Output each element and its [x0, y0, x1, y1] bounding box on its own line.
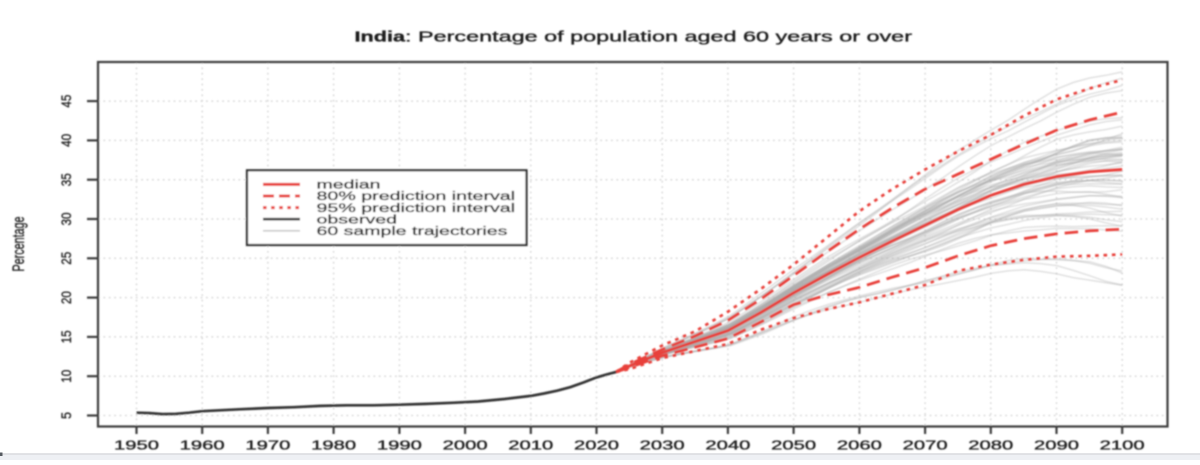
svg-text:India: Percentage of populatio: India: Percentage of population aged 60 … [355, 28, 913, 45]
svg-text:2050: 2050 [771, 439, 816, 453]
svg-text:2090: 2090 [1034, 439, 1079, 453]
svg-text:45: 45 [58, 94, 74, 107]
svg-text:2020: 2020 [574, 439, 619, 453]
svg-text:2060: 2060 [837, 439, 882, 453]
svg-text:2080: 2080 [968, 439, 1013, 453]
svg-text:1960: 1960 [180, 439, 225, 453]
svg-text:30: 30 [58, 212, 74, 225]
svg-text:observed: observed [317, 212, 398, 226]
svg-text:2030: 2030 [640, 439, 685, 453]
svg-text:25: 25 [58, 252, 74, 265]
svg-text:40: 40 [58, 134, 74, 147]
svg-text:Percentage: Percentage [9, 217, 28, 272]
svg-text:2100: 2100 [1100, 439, 1145, 453]
svg-text:1990: 1990 [377, 439, 422, 453]
svg-text:2040: 2040 [705, 439, 750, 453]
svg-text:35: 35 [58, 173, 74, 186]
svg-text:1980: 1980 [311, 439, 356, 453]
svg-text:15: 15 [58, 330, 74, 343]
svg-text:2010: 2010 [508, 439, 553, 453]
svg-text:1950: 1950 [114, 439, 159, 453]
svg-text:80% prediction interval: 80% prediction interval [317, 189, 516, 203]
svg-text:2070: 2070 [903, 439, 948, 453]
svg-text:2000: 2000 [443, 439, 488, 453]
svg-text:1970: 1970 [245, 439, 290, 453]
svg-text:95% prediction interval: 95% prediction interval [317, 201, 516, 215]
svg-text:5: 5 [58, 412, 74, 419]
svg-text:10: 10 [58, 370, 74, 383]
svg-text:60 sample trajectories: 60 sample trajectories [317, 224, 508, 238]
svg-text:20: 20 [58, 291, 74, 304]
svg-text:median: median [317, 178, 381, 192]
